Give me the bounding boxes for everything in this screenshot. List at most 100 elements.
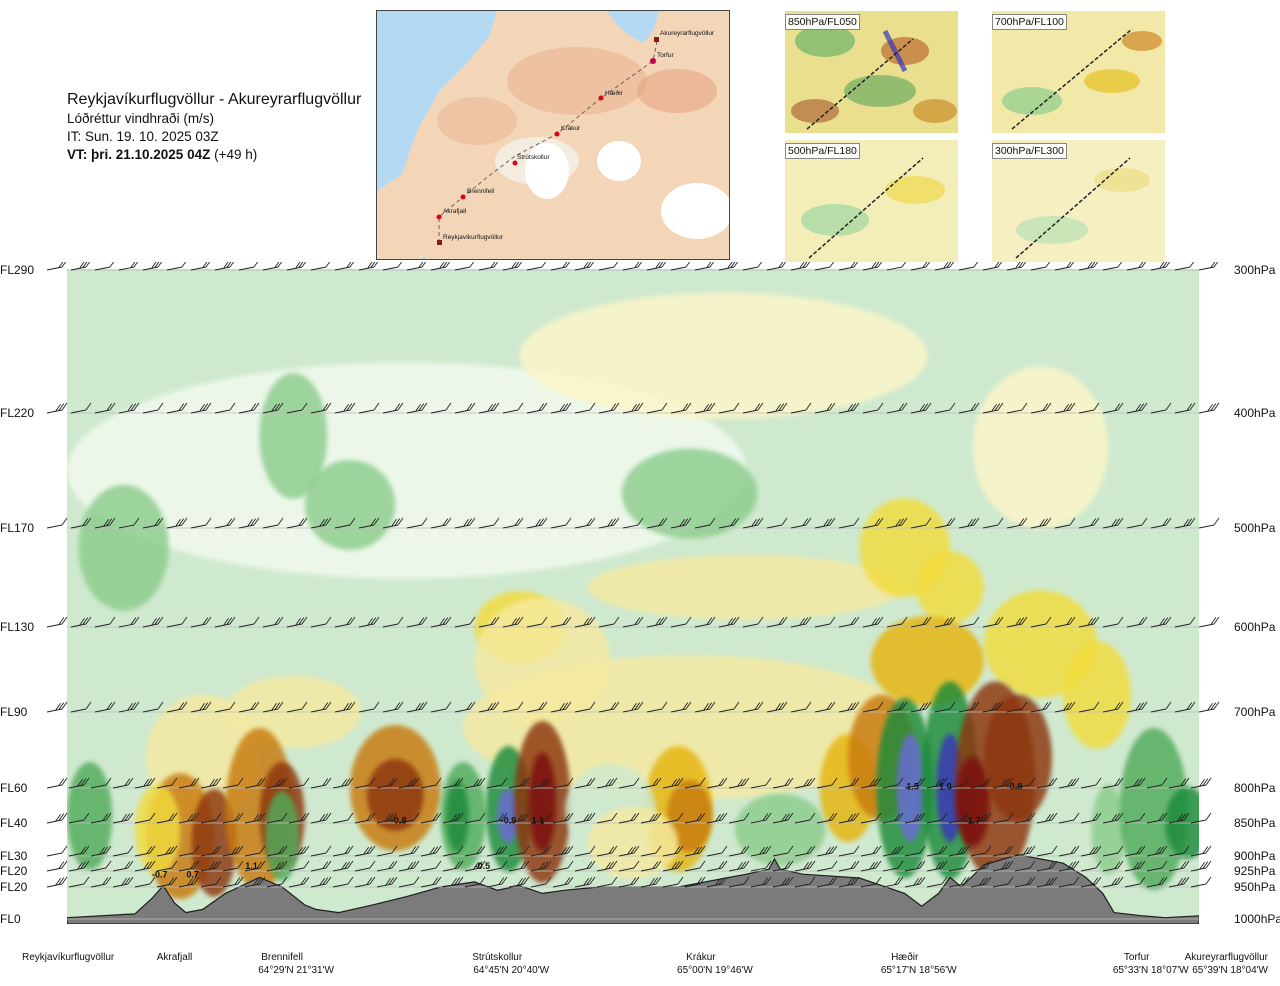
pressure-level-lines <box>67 269 1199 920</box>
value-label: 1.1 <box>532 816 545 826</box>
wind-barb-473 <box>398 876 420 888</box>
wind-barb-77 <box>718 402 740 414</box>
wind-barb-308 <box>266 812 288 824</box>
wind-barb-225 <box>742 701 764 713</box>
wind-barb-192 <box>1126 616 1148 628</box>
panel-500hpa[interactable]: 500hPa/FL180 <box>785 140 958 262</box>
wind-barb-320 <box>530 812 552 824</box>
wind-barb-290 <box>1036 777 1058 789</box>
waypoint-name: Torfur <box>1124 952 1150 963</box>
wind-barb-152 <box>166 616 188 628</box>
wind-barb-337 <box>904 812 926 824</box>
wind-barb-328 <box>706 812 728 824</box>
field-contour-31 <box>528 752 557 852</box>
wind-barb-504 <box>1080 876 1102 888</box>
valid-time-offset: (+49 h) <box>210 147 258 162</box>
wind-barb-486 <box>684 876 706 888</box>
field-contour-10 <box>463 655 916 800</box>
wind-barb-479 <box>530 876 552 888</box>
wind-barb-411 <box>200 860 222 872</box>
wind-barb-170 <box>598 616 620 628</box>
wind-barb-360 <box>244 845 266 857</box>
wind-barb-500 <box>992 876 1014 888</box>
wind-barb-354 <box>112 845 134 857</box>
wind-barb-16 <box>430 259 452 271</box>
wind-barb-251 <box>178 777 200 789</box>
wind-barb-110 <box>334 517 356 529</box>
wind-barb-8 <box>238 259 260 271</box>
wind-barb-379 <box>662 845 684 857</box>
wind-barb-391 <box>926 845 948 857</box>
wind-barb-406 <box>90 860 112 872</box>
wind-barb-26 <box>670 259 692 271</box>
wind-barb-182 <box>886 616 908 628</box>
wind-barb-159 <box>334 616 356 628</box>
wind-barb-480 <box>552 876 574 888</box>
wind-barb-438 <box>794 860 816 872</box>
wind-barb-488 <box>728 876 750 888</box>
wind-barb-316 <box>442 812 464 824</box>
panel-700hpa[interactable]: 700hPa/FL100 <box>992 11 1165 133</box>
wind-barb-502 <box>1036 876 1058 888</box>
wind-barb-268 <box>552 777 574 789</box>
wind-barb-86 <box>934 402 956 414</box>
wind-barb-2 <box>94 259 116 271</box>
wind-barb-372 <box>508 845 530 857</box>
wind-barb-403 <box>1190 845 1212 857</box>
wind-barb-201 <box>166 701 188 713</box>
panel-300hpa[interactable]: 300hPa/FL300 <box>992 140 1165 262</box>
wind-barb-398 <box>1080 845 1102 857</box>
wind-barb-88 <box>982 402 1004 414</box>
waypoint-coord: 64°29'N 21°31'W <box>258 965 334 976</box>
wind-barb-135 <box>934 517 956 529</box>
wind-barb-477 <box>486 876 508 888</box>
wind-barb-469 <box>310 876 332 888</box>
wind-barb-367 <box>398 845 420 857</box>
wind-barb-272 <box>640 777 662 789</box>
wind-barb-447 <box>992 860 1014 872</box>
fl-label: FL170 <box>0 521 34 535</box>
wind-barb-238 <box>1054 701 1076 713</box>
map-marker-akrafjall <box>436 214 442 220</box>
wind-barb-167 <box>526 616 548 628</box>
value-label: -0.9 <box>501 816 517 826</box>
wind-barb-462 <box>156 876 178 888</box>
wind-barb-202 <box>190 701 212 713</box>
pressure-label: 850hPa <box>1234 816 1276 830</box>
wind-barb-63 <box>382 402 404 414</box>
wind-barb-349 <box>1168 812 1190 824</box>
wind-barb-266 <box>508 777 530 789</box>
wind-barb-143 <box>1126 517 1148 529</box>
wind-barb-252 <box>200 777 222 789</box>
wind-barb-184 <box>934 616 956 628</box>
wind-barb-118 <box>526 517 548 529</box>
field-contour-20 <box>135 784 181 875</box>
wind-barb-501 <box>1014 876 1036 888</box>
wind-barb-340 <box>970 812 992 824</box>
wind-barb-99 <box>70 517 92 529</box>
wind-barb-422 <box>442 860 464 872</box>
wind-barb-245 <box>46 777 68 789</box>
wind-barb-362 <box>288 845 310 857</box>
wind-barb-163 <box>430 616 452 628</box>
wind-barb-211 <box>406 701 428 713</box>
wind-barb-373 <box>530 845 552 857</box>
wind-barb-61 <box>334 402 356 414</box>
wind-barb-448 <box>1014 860 1036 872</box>
field-contour-3 <box>587 555 905 620</box>
wind-barb-107 <box>262 517 284 529</box>
wind-barb-326 <box>662 812 684 824</box>
panel-850hpa[interactable]: 850hPa/FL050 <box>785 11 958 133</box>
wind-barb-247 <box>90 777 112 789</box>
wind-barb-138 <box>1006 517 1028 529</box>
wind-barb-468 <box>288 876 310 888</box>
map-label-akrafjall: Akrafjall <box>443 208 467 215</box>
wind-barb-56 <box>214 402 236 414</box>
wind-barb-451 <box>1080 860 1102 872</box>
wind-barb-31 <box>790 259 812 271</box>
wind-barb-148 <box>70 616 92 628</box>
value-label: 1.0 <box>939 781 952 791</box>
field-contour-0 <box>67 362 747 579</box>
field-contour-2 <box>972 366 1109 529</box>
wind-barb-415 <box>288 860 310 872</box>
